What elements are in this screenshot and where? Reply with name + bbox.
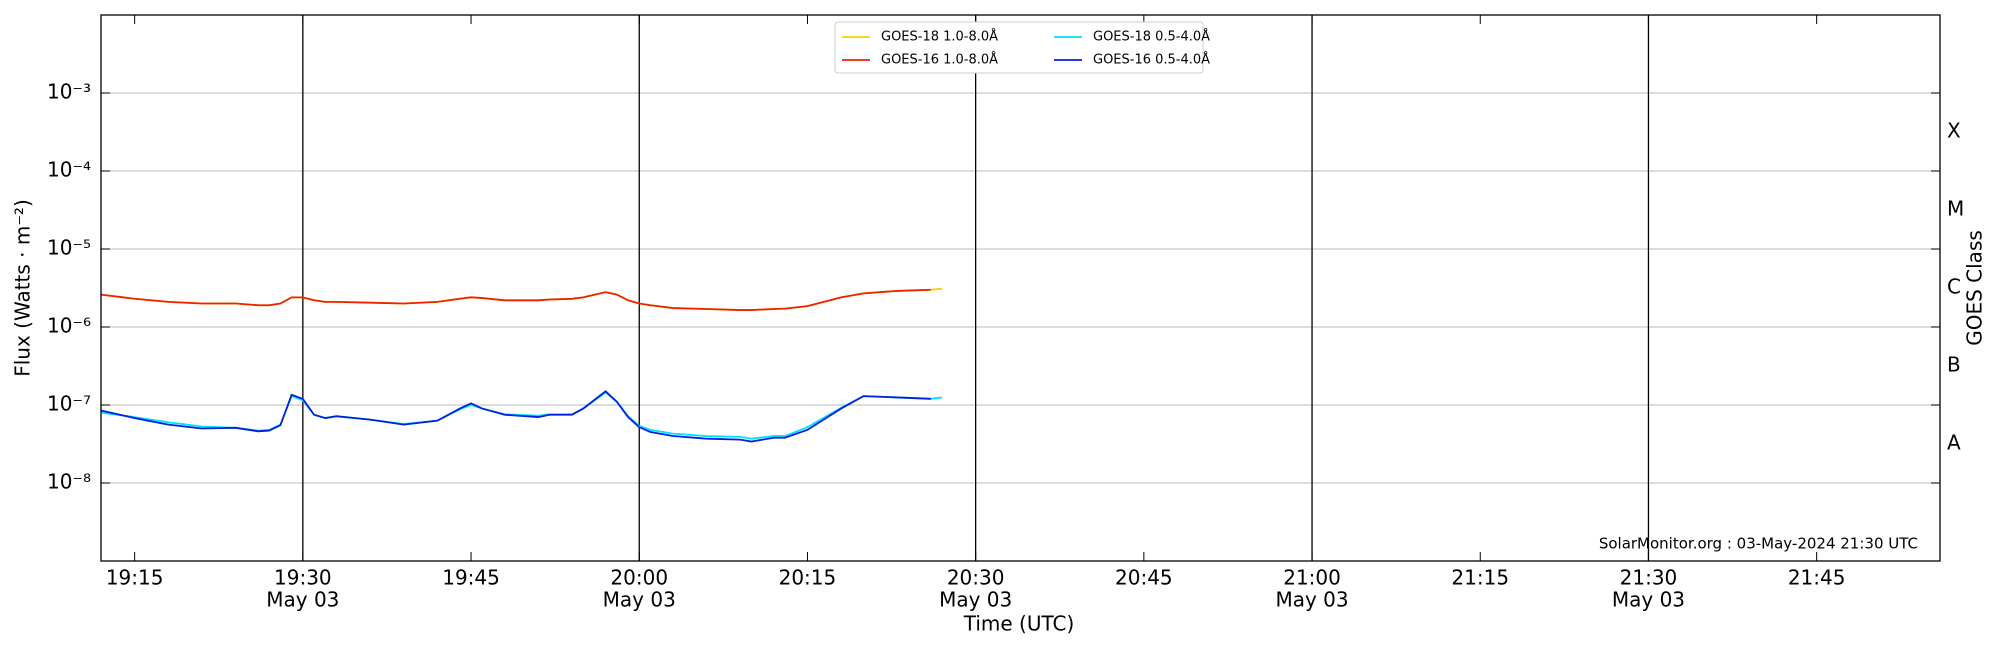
x-tick-label: May 03 bbox=[266, 588, 339, 612]
y2-tick-label: A bbox=[1947, 431, 1961, 455]
x-tick-label: 19:30 bbox=[274, 566, 332, 590]
grid bbox=[101, 15, 1940, 561]
y2-axis-label: GOES Class bbox=[1963, 230, 1987, 346]
legend-box bbox=[834, 21, 1204, 74]
legend: GOES-18 1.0-8.0Å GOES-16 1.0-8.0Å GOES-18 … bbox=[834, 21, 1210, 74]
x-tick-label: 19:45 bbox=[442, 566, 500, 590]
annotation: SolarMonitor.org : 03-May-2024 21:30 UTC bbox=[1599, 535, 1918, 553]
series-line bbox=[100, 287, 943, 311]
legend-label: GOES-16 0.5-4.0Å bbox=[1093, 52, 1210, 68]
y-tick-label: 10⁻⁶ bbox=[47, 314, 91, 338]
y-tick-label: 10⁻⁵ bbox=[47, 236, 91, 260]
x-tick-label: 20:30 bbox=[947, 566, 1005, 590]
y-tick-label: 10⁻⁴ bbox=[47, 158, 91, 182]
x-tick-label: 21:15 bbox=[1451, 566, 1509, 590]
y-tick-label: 10⁻³ bbox=[47, 80, 91, 104]
plot-lines bbox=[100, 287, 943, 443]
x-tick-label: 20:45 bbox=[1115, 566, 1173, 590]
x-tick-label: 20:15 bbox=[779, 566, 837, 590]
series-line bbox=[100, 288, 931, 311]
x-tick-label: May 03 bbox=[603, 588, 676, 612]
x-axis-label: Time (UTC) bbox=[963, 612, 1075, 636]
x-tick-label: 21:00 bbox=[1283, 566, 1341, 590]
plot-frame bbox=[100, 14, 1941, 562]
y-axis-label: Flux (Watts · m⁻²) bbox=[11, 199, 35, 377]
y2-tick-label: C bbox=[1947, 275, 1961, 299]
legend-label: GOES-18 1.0-8.0Å bbox=[881, 29, 998, 45]
x-tick-label: May 03 bbox=[939, 588, 1012, 612]
y-tick-label: 10⁻⁸ bbox=[47, 470, 91, 494]
x-tick-label: May 03 bbox=[1612, 588, 1685, 612]
y2-tick-label: X bbox=[1947, 119, 1961, 143]
x-tick-label: 19:15 bbox=[106, 566, 164, 590]
legend-label: GOES-16 1.0-8.0Å bbox=[881, 52, 998, 68]
x-tick-label: 20:00 bbox=[610, 566, 668, 590]
x-tick-label: 21:30 bbox=[1620, 566, 1678, 590]
y-tick-label: 10⁻⁷ bbox=[47, 392, 91, 416]
x-tick-label: May 03 bbox=[1275, 588, 1348, 612]
y2-tick-label: B bbox=[1947, 353, 1961, 377]
series-line bbox=[100, 390, 931, 443]
y2-tick-label: M bbox=[1947, 197, 1964, 221]
x-tick-label: 21:45 bbox=[1788, 566, 1846, 590]
legend-label: GOES-18 0.5-4.0Å bbox=[1093, 29, 1210, 45]
